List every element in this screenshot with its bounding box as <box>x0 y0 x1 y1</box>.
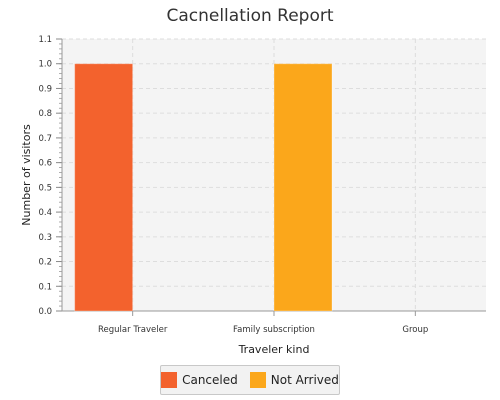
y-tick-label: 1.0 <box>38 60 52 70</box>
y-tick-label: 0.0 <box>38 307 52 317</box>
y-tick-label: 0.8 <box>38 109 52 119</box>
bar <box>273 63 333 312</box>
y-tick-label: 0.3 <box>38 233 52 243</box>
y-tick-label: 0.9 <box>38 84 52 94</box>
y-tick-label: 0.7 <box>38 134 52 144</box>
x-tick-label: Family subscription <box>233 325 315 335</box>
x-tick-label: Regular Traveler <box>98 325 168 335</box>
x-tick-label: Group <box>402 325 428 335</box>
legend-item: Canceled <box>161 372 238 388</box>
y-tick-label: 0.4 <box>38 208 52 218</box>
y-tick-label: 0.1 <box>38 282 52 292</box>
y-axis-title: Number of visitors <box>20 124 33 226</box>
chart-title: Cacnellation Report <box>166 6 334 26</box>
legend-swatch <box>161 372 178 388</box>
legend-label: Canceled <box>182 373 238 387</box>
x-axis-title: Traveler kind <box>238 343 310 356</box>
legend: Canceled Not Arrived <box>160 365 340 395</box>
legend-item: Not Arrived <box>249 372 339 388</box>
legend-label: Not Arrived <box>270 373 339 387</box>
y-tick-label: 0.2 <box>38 258 52 268</box>
y-tick-label: 0.6 <box>38 159 52 169</box>
y-tick-label: 0.5 <box>38 183 52 193</box>
y-tick-label: 1.1 <box>38 35 52 45</box>
bar <box>74 63 134 312</box>
legend-swatch <box>249 372 266 388</box>
